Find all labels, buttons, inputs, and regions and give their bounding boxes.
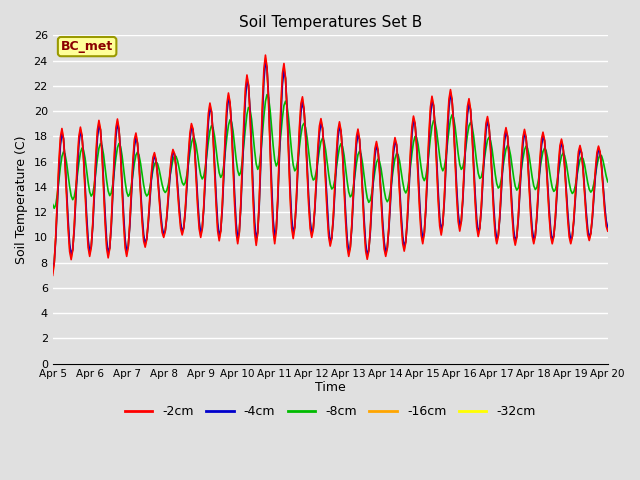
Title: Soil Temperatures Set B: Soil Temperatures Set B xyxy=(239,15,422,30)
Y-axis label: Soil Temperature (C): Soil Temperature (C) xyxy=(15,135,28,264)
Legend: -2cm, -4cm, -8cm, -16cm, -32cm: -2cm, -4cm, -8cm, -16cm, -32cm xyxy=(120,400,541,423)
Text: BC_met: BC_met xyxy=(61,40,113,53)
X-axis label: Time: Time xyxy=(315,382,346,395)
